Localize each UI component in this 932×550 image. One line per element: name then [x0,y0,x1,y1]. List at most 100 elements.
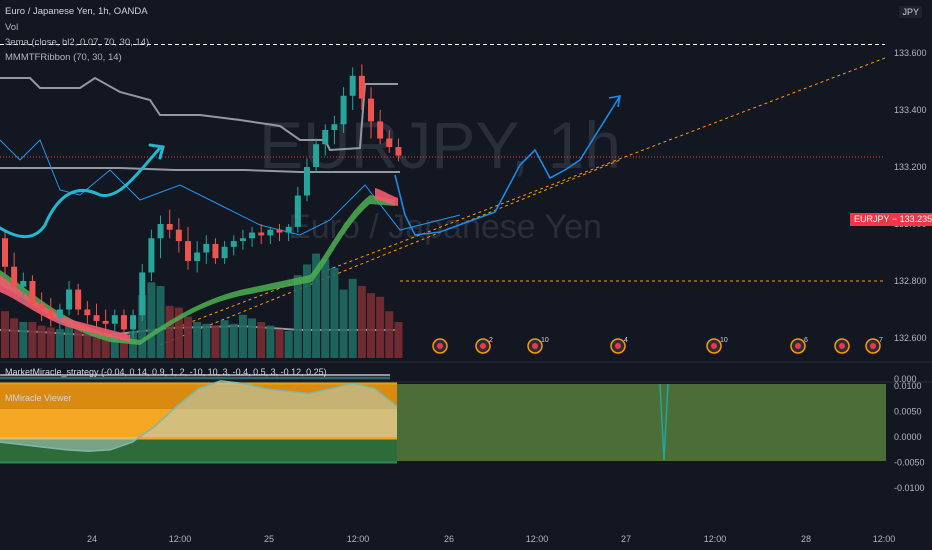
price-tag-value: 133.235 [899,214,932,224]
volume-bar [46,327,55,358]
volume-legend[interactable]: Vol [5,22,19,33]
volume-bar [165,305,174,358]
volume-bar [37,325,46,358]
volume-bar [312,253,321,358]
candle-body [267,229,274,236]
ema-legend[interactable]: 3ema (close, hl2, 0.07, 70, 30, 14) [5,37,150,48]
price-axis-label: 133.800 [894,0,927,1]
volume-bar [65,322,74,358]
symbol-title: Euro / Japanese Yen, 1h, OANDA [5,6,148,17]
event-marker-count: 10 [541,337,549,344]
candle-body [303,167,310,196]
event-marker-count: 7 [879,337,883,344]
ema-arrow-head [148,143,165,160]
volume-bar [92,331,101,358]
ribbon-red-segment [375,188,398,206]
candle-body [11,266,18,287]
oscillator-line [0,380,398,453]
volume-bar [211,325,220,358]
volume-bar [385,311,394,358]
price-axis-label: 133.600 [894,48,927,58]
time-axis-label: 25 [264,534,274,544]
ema-fast-line [0,139,461,236]
volume-bar [284,331,293,358]
volume-bar [129,331,138,358]
volume-bar [220,320,229,358]
candle-body [139,272,146,316]
candle-body [368,98,374,122]
htf-level-line [0,76,398,152]
price-tag-separator: − [891,214,900,224]
volume-bar [302,264,311,358]
volume-bar [74,329,83,358]
forecast-path [394,95,621,236]
event-marker-count: 10 [720,337,728,344]
candle-body [203,243,210,253]
viewer-legend[interactable]: MMiracle Viewer [5,393,72,403]
volume-bar [138,295,147,358]
volume-bar [275,329,284,358]
volume-bar [248,318,257,358]
candle-body [230,241,237,247]
candle-body [75,289,82,310]
candle-body [20,281,27,287]
price-axis-label: 133.200 [894,162,927,172]
volume-bar [348,278,357,358]
volume-bar [330,268,339,358]
candle-body [395,147,402,156]
strategy-strip [0,374,390,380]
candle-body [185,241,191,262]
candle-body [102,320,109,324]
candle-body [377,121,384,139]
oscillator-axis-label: -0.0050 [894,458,925,468]
event-marker-dot [480,343,486,349]
volume-bar [184,316,192,358]
volume-bar [119,334,128,358]
event-marker-dot [795,343,801,349]
event-marker-count: 4 [624,337,628,344]
currency-badge[interactable]: JPY [899,6,922,18]
volume-bar [202,323,211,358]
price-tag-symbol: EURJPY [854,214,890,224]
event-marker-count: 2 [489,337,493,344]
candle-body [313,144,320,167]
time-axis-label: 27 [621,534,631,544]
ema-trend-line [0,146,162,239]
volume-bar [229,323,238,358]
volume-bar [19,322,28,358]
volume-bar [339,289,348,358]
oscillator-spike [659,383,669,461]
volume-bar [1,311,9,358]
volume-bar [266,325,275,358]
candle-body [2,238,8,267]
candle-body [212,243,219,259]
oscillator-axis-label: -0.0100 [894,483,925,493]
time-axis-label: 24 [87,534,97,544]
candle-body [47,309,54,319]
candle-body [56,309,63,319]
event-marker-dot [532,343,538,349]
strategy-legend[interactable]: MarketMiracle_strategy (-0.04, 0.14, 0.9… [5,367,327,377]
candle-body [111,315,118,324]
volume-bar [193,322,202,358]
price-axis-label: 133.400 [894,105,927,115]
volume-bar [174,307,183,358]
volume-bar [293,275,302,358]
watermark-symbol: EURJPY, 1h [259,108,621,182]
ribbon-legend[interactable]: MMMTFRibbon (70, 30, 14) [5,52,122,63]
time-axis-label: 12:00 [704,534,727,544]
strategy-axis-label: 0.000 [894,374,917,384]
price-axis-label: 132.800 [894,276,927,286]
ribbon-red-segment [0,275,130,342]
volume-bar [357,286,366,358]
volume-bar [376,296,385,358]
candle-body [294,195,301,227]
candle-body [157,224,164,239]
volume-bar [156,286,165,358]
event-marker-dot [711,343,717,349]
candle-body [331,124,338,130]
candle-body [120,315,127,330]
ribbon-band [0,195,395,345]
